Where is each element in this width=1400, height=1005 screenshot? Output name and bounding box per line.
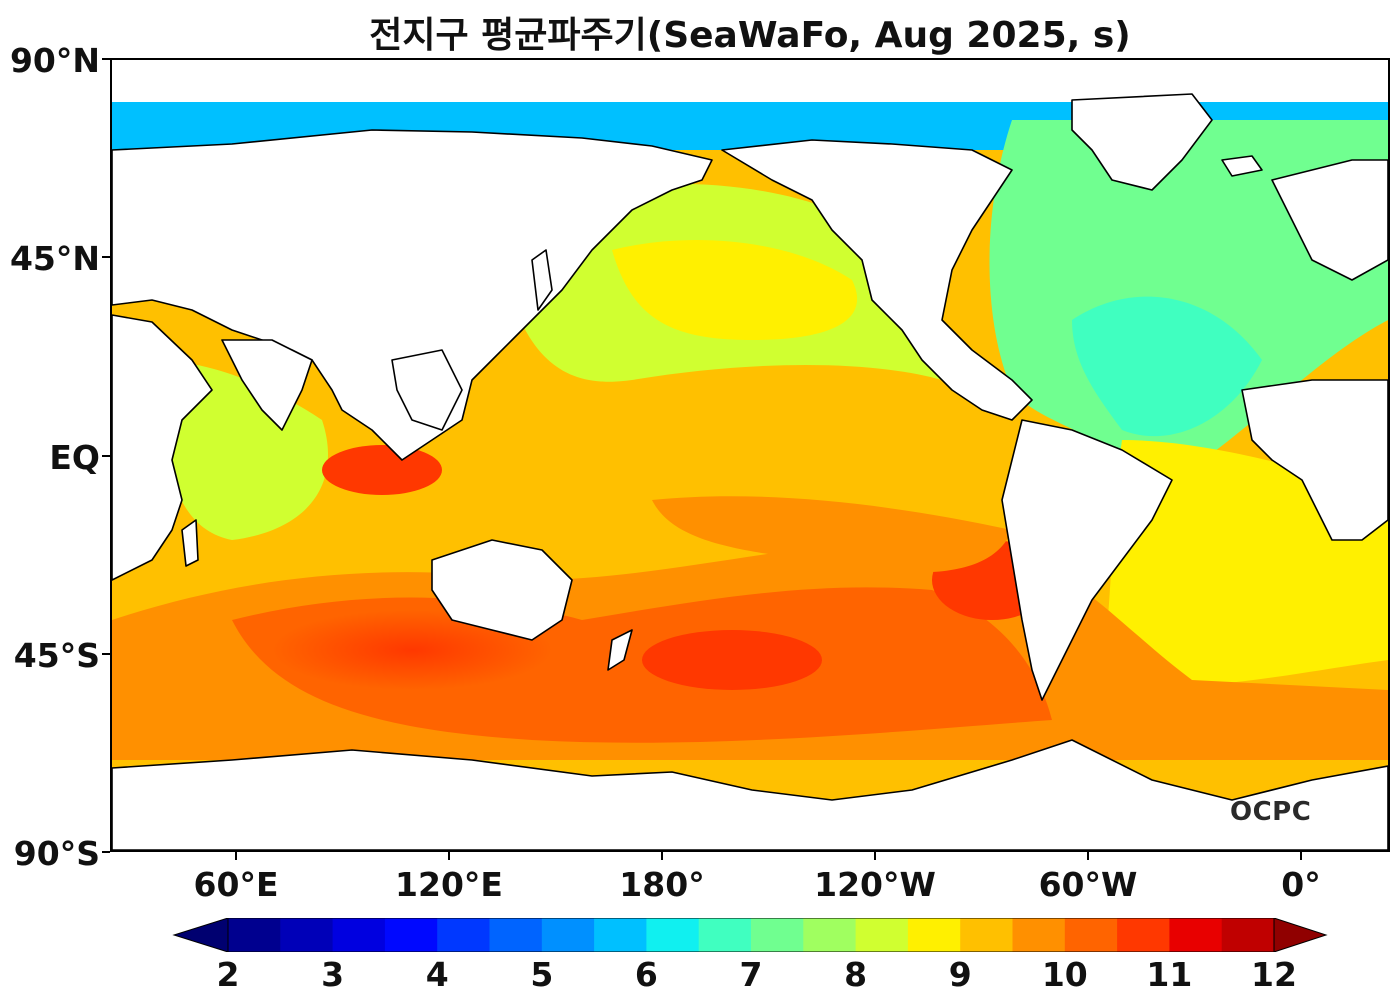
colorbar-tick-label: 3 (321, 955, 345, 994)
colorbar-segment (751, 918, 804, 952)
lon-label-60e: 60°E (193, 865, 279, 904)
lat-label-45n: 45°N (9, 239, 100, 278)
ytick-eq (102, 455, 110, 457)
colorbar-segment (594, 918, 647, 952)
north-america (721, 139, 1033, 421)
colorbar-segment (907, 918, 961, 952)
japan (531, 249, 553, 311)
colorbar-tick-label: 8 (844, 955, 868, 994)
colorbar-segment (437, 918, 490, 952)
lon-label-60w: 60°W (1038, 865, 1138, 904)
xtick-0 (1300, 852, 1302, 860)
wave-period-map (112, 93, 1388, 850)
colorbar-segment (803, 918, 857, 952)
colorbar-segment (960, 918, 1013, 952)
colorbar-segment (698, 918, 752, 952)
xtick-60e (235, 852, 237, 860)
equatorial-pacific-band (652, 496, 1012, 573)
colorbar-tick-label: 2 (216, 955, 240, 994)
colorbar-segment (1012, 918, 1066, 952)
india (221, 339, 313, 431)
colorbar-segment (855, 918, 909, 952)
antarctica (112, 739, 1388, 850)
xtick-180 (661, 852, 663, 860)
lon-label-0: 0° (1281, 865, 1321, 904)
colorbar (172, 918, 1328, 952)
colorbar-tick-label: 4 (425, 955, 449, 994)
colorbar-tick-label: 7 (739, 955, 763, 994)
ocpc-logo: OCPC (1230, 797, 1312, 827)
colorbar-tick-label: 12 (1251, 955, 1297, 994)
ytick-45s (102, 653, 110, 655)
colorbar-segment (1117, 918, 1170, 952)
southeast-asia (391, 349, 463, 431)
lat-label-45s: 45°S (13, 636, 100, 675)
colorbar-segment (1064, 918, 1118, 952)
colorbar-tick-label: 10 (1041, 955, 1088, 994)
madagascar (181, 519, 199, 567)
iceland (1221, 155, 1263, 177)
arabia-africa-east (112, 314, 213, 581)
colorbar-tick-label: 5 (530, 955, 554, 994)
colorbar-segment (332, 918, 386, 952)
colorbar-under-extend (172, 918, 229, 952)
ytick-45n (102, 256, 110, 258)
lon-label-120w: 120°W (814, 865, 936, 904)
colorbar-tick-label: 6 (634, 955, 658, 994)
colorbar-segment (384, 918, 438, 952)
map-title: 전지구 평균파주기(SeaWaFo, Aug 2025, s) (369, 15, 1131, 56)
east-indian-max (322, 445, 442, 495)
lon-label-180: 180° (619, 865, 705, 904)
europe-north (1271, 159, 1388, 281)
colorbar-segment (489, 918, 543, 952)
xtick-120e (448, 852, 450, 860)
lat-label-90s: 90°S (13, 834, 100, 873)
south-america (1001, 419, 1173, 701)
colorbar-outline (227, 918, 1275, 952)
colorbar-segment (228, 918, 281, 952)
colorbar-tick-label: 9 (948, 955, 972, 994)
lat-label-90n: 90°N (9, 41, 100, 80)
colorbar-segment (646, 918, 700, 952)
map-panel (110, 58, 1390, 852)
new-zealand (607, 629, 633, 671)
australia (431, 539, 573, 641)
colorbar-segment (1221, 918, 1275, 952)
southern-ocean-max-2 (642, 630, 822, 690)
colorbar-segment (541, 918, 595, 952)
eurasia (112, 129, 713, 461)
southern-ocean-max-1 (272, 610, 552, 690)
colorbar-over-extend (1273, 918, 1328, 952)
lon-label-120e: 120°E (395, 865, 503, 904)
colorbar-tick-label: 11 (1146, 955, 1193, 994)
north-atlantic-inner (1072, 296, 1262, 437)
africa (1241, 379, 1388, 541)
colorbar-segment (1169, 918, 1223, 952)
ytick-90n (102, 58, 110, 60)
north-pacific-inner (612, 240, 858, 340)
land (112, 93, 1388, 850)
xtick-60w (1087, 852, 1089, 860)
lat-label-eq: EQ (49, 438, 100, 477)
greenland (1071, 93, 1213, 191)
ytick-90s (102, 851, 110, 853)
colorbar-segment (280, 918, 334, 952)
xtick-120w (874, 852, 876, 860)
